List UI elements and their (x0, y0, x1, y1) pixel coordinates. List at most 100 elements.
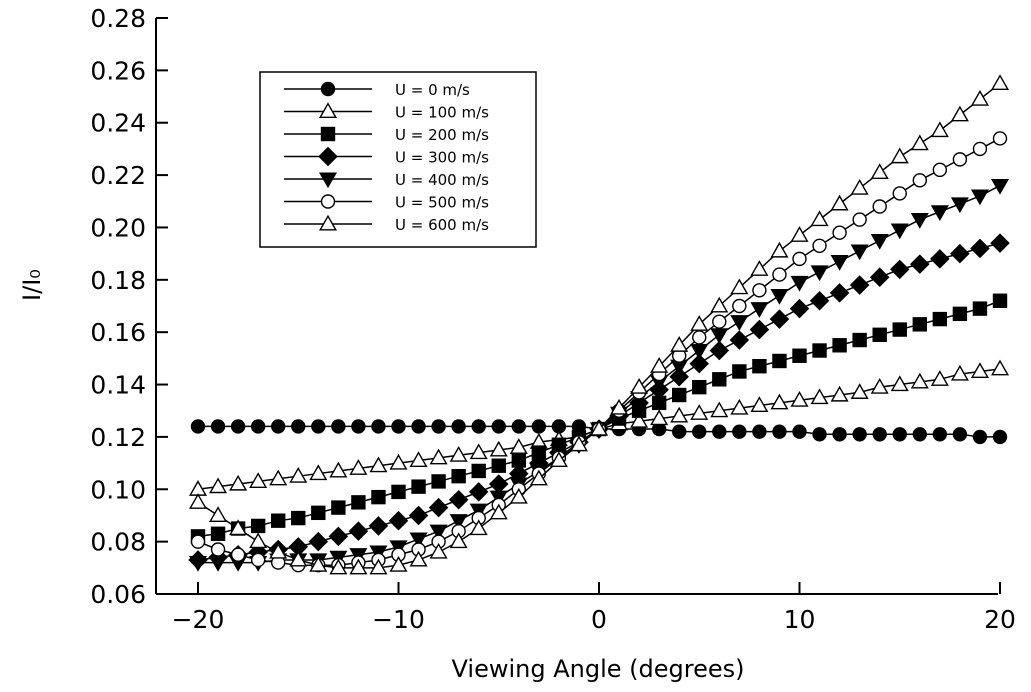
legend-marker (318, 146, 338, 167)
legend-marker (318, 102, 338, 119)
data-point (832, 225, 847, 240)
y-tick-label: 0.10 (90, 475, 146, 504)
data-point (250, 552, 266, 568)
legend-label: U = 0 m/s (395, 81, 470, 99)
data-point (870, 233, 889, 250)
x-tick-label: 0 (591, 605, 607, 634)
data-point (930, 121, 949, 138)
data-point (772, 424, 787, 439)
data-point (188, 493, 208, 509)
data-point (769, 309, 790, 329)
legend-label: U = 400 m/s (395, 171, 489, 189)
data-point (371, 489, 386, 505)
data-point (812, 427, 827, 442)
data-point (830, 194, 849, 211)
data-point (670, 406, 689, 423)
data-point (850, 383, 869, 399)
data-point (431, 419, 446, 434)
data-point (712, 424, 727, 439)
data-point (770, 288, 789, 305)
data-point (249, 532, 268, 549)
data-point (890, 223, 909, 240)
data-point (950, 243, 970, 264)
data-point (471, 463, 486, 479)
data-point (188, 556, 208, 572)
data-point (850, 178, 869, 195)
data-point (289, 466, 308, 483)
data-point (689, 353, 710, 374)
legend-label: U = 200 m/s (395, 126, 489, 144)
y-tick-label: 0.18 (90, 266, 146, 295)
y-tick-label: 0.08 (90, 528, 146, 557)
x-axis-title: Viewing Angle (degrees) (452, 655, 745, 683)
data-point (429, 524, 448, 541)
data-point (210, 542, 226, 557)
data-point (752, 424, 767, 439)
series-2 (190, 293, 1008, 544)
data-point (892, 427, 907, 442)
data-point (910, 254, 930, 274)
data-point (790, 391, 809, 407)
series-0 (190, 419, 1008, 445)
data-point (448, 489, 469, 510)
data-point (690, 404, 709, 420)
data-point (789, 298, 810, 319)
data-point (852, 427, 867, 442)
data-point (331, 500, 346, 515)
data-point (692, 379, 707, 395)
data-point (269, 542, 288, 559)
data-point (650, 409, 669, 426)
data-point (249, 472, 268, 488)
data-point (190, 534, 206, 549)
data-point (428, 497, 449, 518)
data-point (750, 260, 769, 276)
data-point (730, 398, 749, 415)
data-point (650, 357, 669, 373)
data-point (812, 343, 827, 358)
data-point (429, 542, 448, 559)
data-point (311, 505, 326, 521)
data-point (408, 505, 429, 526)
data-point (431, 474, 446, 489)
data-point (471, 419, 486, 434)
data-point (409, 451, 428, 468)
data-point (810, 265, 829, 282)
y-tick-label: 0.26 (90, 56, 146, 85)
y-tick-label: 0.14 (90, 371, 146, 400)
legend-marker (318, 172, 338, 189)
data-point (369, 456, 388, 473)
data-point (449, 514, 468, 530)
data-point (491, 458, 506, 473)
data-point (749, 319, 770, 340)
data-point (810, 388, 829, 405)
data-point (409, 550, 428, 567)
data-point (910, 213, 929, 229)
data-point (692, 330, 707, 345)
data-point (630, 411, 649, 428)
data-point (990, 74, 1010, 91)
data-point (449, 446, 468, 462)
data-point (970, 238, 990, 259)
data-point (210, 419, 226, 434)
data-point (830, 254, 849, 271)
data-point (832, 338, 847, 353)
data-point (710, 401, 729, 418)
data-point (872, 327, 887, 342)
data-point (869, 267, 890, 287)
data-point (792, 348, 807, 363)
data-point (952, 152, 968, 167)
legend-label: U = 500 m/s (395, 194, 489, 212)
data-point (589, 419, 609, 436)
data-point (630, 377, 649, 394)
data-point (952, 306, 968, 322)
data-point (870, 377, 889, 394)
data-point (230, 547, 246, 562)
data-point (329, 558, 348, 575)
data-point (930, 249, 950, 269)
data-point (930, 370, 949, 386)
data-point (229, 474, 248, 491)
data-point (950, 364, 969, 381)
data-point (411, 419, 426, 434)
data-point (351, 419, 366, 434)
